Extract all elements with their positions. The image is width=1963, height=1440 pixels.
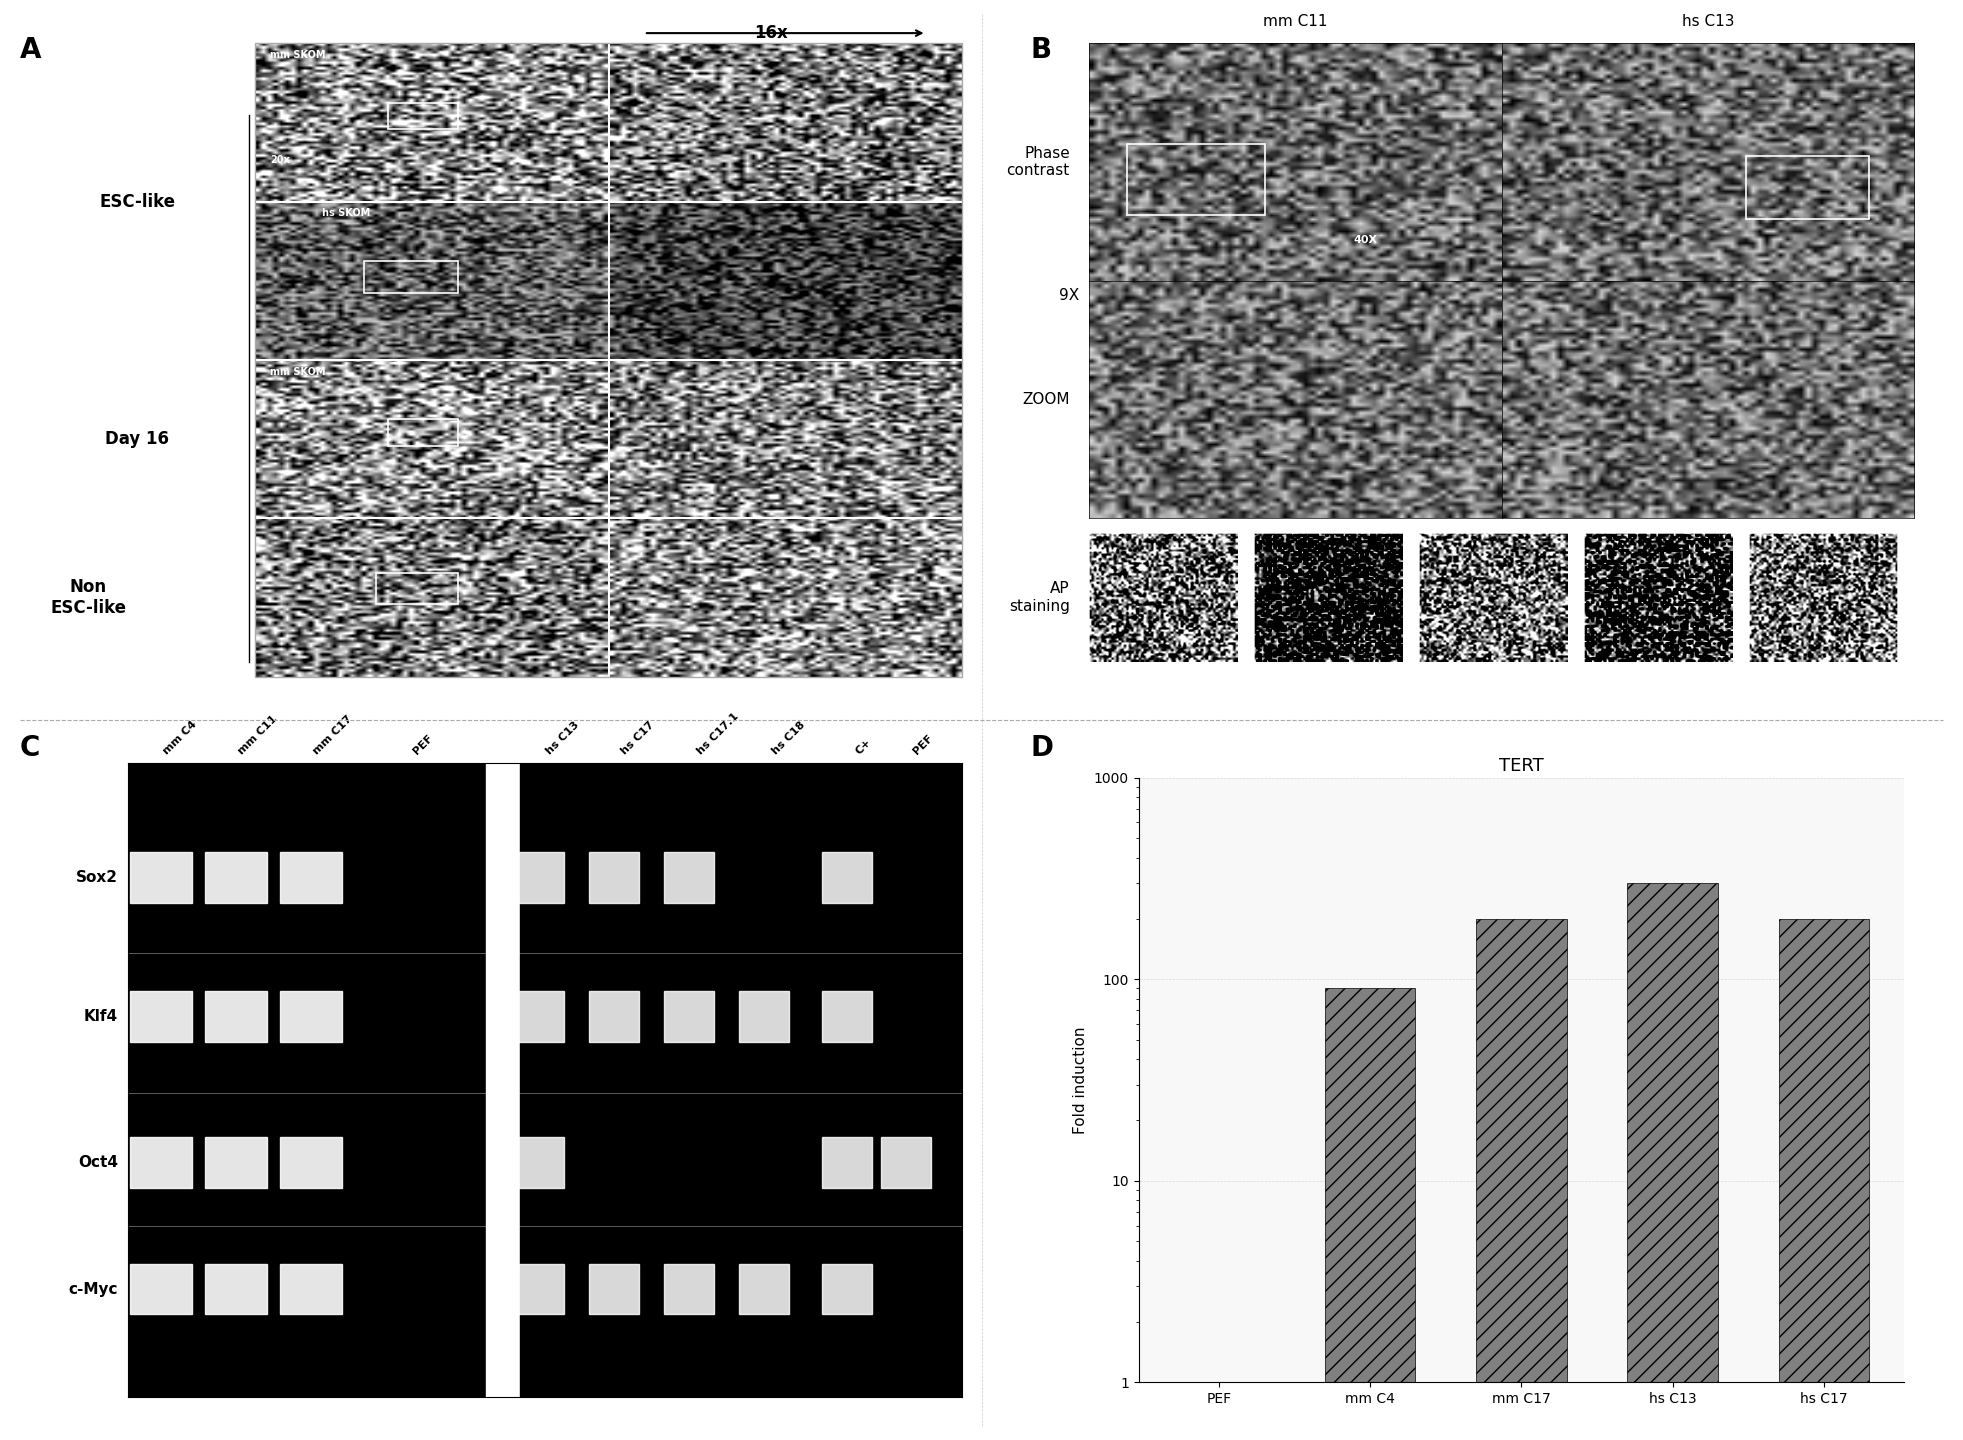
Bar bbox=[663, 991, 715, 1043]
Text: PEF: PEF bbox=[412, 733, 434, 756]
Text: Oct4: Oct4 bbox=[79, 1155, 118, 1169]
Bar bbox=[375, 573, 459, 605]
Bar bbox=[204, 991, 267, 1043]
Bar bbox=[281, 852, 342, 903]
Bar bbox=[487, 763, 520, 1397]
Text: mm C11: mm C11 bbox=[236, 713, 279, 756]
Text: hs C17.1: hs C17.1 bbox=[695, 711, 740, 756]
Bar bbox=[881, 1138, 930, 1188]
Text: 40X: 40X bbox=[1354, 235, 1378, 245]
Bar bbox=[822, 1264, 872, 1315]
Bar bbox=[514, 852, 563, 903]
Text: Sox2: Sox2 bbox=[77, 870, 118, 884]
Bar bbox=[663, 852, 715, 903]
Text: hs C18: hs C18 bbox=[769, 719, 807, 756]
Text: Phase
contrast: Phase contrast bbox=[1007, 145, 1070, 179]
Text: C+: C+ bbox=[854, 737, 874, 756]
Bar bbox=[663, 1264, 715, 1315]
Title: TERT: TERT bbox=[1500, 756, 1543, 775]
Bar bbox=[204, 1264, 267, 1315]
Text: 16x: 16x bbox=[754, 24, 787, 42]
Y-axis label: Fold induction: Fold induction bbox=[1074, 1027, 1088, 1133]
Bar bbox=[738, 991, 789, 1043]
Text: hs C13: hs C13 bbox=[544, 720, 581, 756]
Bar bbox=[130, 1138, 192, 1188]
Text: D: D bbox=[1031, 734, 1054, 762]
Text: hs C13: hs C13 bbox=[1682, 14, 1733, 29]
Text: Non
ESC-like: Non ESC-like bbox=[51, 579, 126, 616]
Text: B: B bbox=[1031, 36, 1052, 63]
Bar bbox=[204, 852, 267, 903]
Bar bbox=[1476, 919, 1566, 1440]
Bar bbox=[514, 1264, 563, 1315]
Bar bbox=[1174, 1382, 1264, 1440]
Bar bbox=[822, 1138, 872, 1188]
Text: A: A bbox=[20, 36, 41, 63]
Bar bbox=[363, 261, 457, 292]
Bar bbox=[389, 419, 459, 446]
Bar bbox=[589, 1264, 638, 1315]
Text: mm SKOM: mm SKOM bbox=[271, 367, 326, 376]
Bar bbox=[1745, 156, 1869, 219]
Bar bbox=[589, 991, 638, 1043]
Bar bbox=[130, 1264, 192, 1315]
Text: ZOOM: ZOOM bbox=[1023, 392, 1070, 408]
Bar bbox=[130, 852, 192, 903]
Text: 9X: 9X bbox=[1060, 288, 1080, 302]
Text: mm C11: mm C11 bbox=[1264, 14, 1327, 29]
Bar bbox=[520, 763, 962, 1397]
Bar bbox=[514, 991, 563, 1043]
Text: PEF: PEF bbox=[911, 733, 934, 756]
Text: hs C17: hs C17 bbox=[620, 719, 656, 756]
Text: c-Myc: c-Myc bbox=[69, 1282, 118, 1296]
Text: mm SKOM: mm SKOM bbox=[271, 50, 326, 59]
Text: mm C4: mm C4 bbox=[161, 719, 198, 756]
Text: hs SKOM: hs SKOM bbox=[322, 209, 371, 217]
Bar bbox=[281, 1264, 342, 1315]
Bar bbox=[589, 852, 638, 903]
Text: Day 16: Day 16 bbox=[106, 431, 169, 448]
Bar bbox=[128, 763, 487, 1397]
Bar bbox=[1778, 919, 1869, 1440]
Bar bbox=[1627, 883, 1718, 1440]
Text: ESC-like: ESC-like bbox=[100, 193, 175, 210]
Bar bbox=[204, 1138, 267, 1188]
Bar bbox=[1127, 144, 1264, 216]
Bar bbox=[281, 991, 342, 1043]
Bar bbox=[130, 991, 192, 1043]
Bar bbox=[389, 102, 459, 130]
Bar bbox=[514, 1138, 563, 1188]
Bar bbox=[281, 1138, 342, 1188]
Bar bbox=[1325, 988, 1415, 1440]
Text: C: C bbox=[20, 734, 39, 762]
Text: mm C17: mm C17 bbox=[310, 713, 353, 756]
Text: 20x: 20x bbox=[271, 156, 291, 166]
Text: Klf4: Klf4 bbox=[84, 1009, 118, 1024]
Bar bbox=[822, 852, 872, 903]
Text: AP
staining: AP staining bbox=[1009, 582, 1070, 613]
Bar bbox=[738, 1264, 789, 1315]
Bar bbox=[822, 991, 872, 1043]
